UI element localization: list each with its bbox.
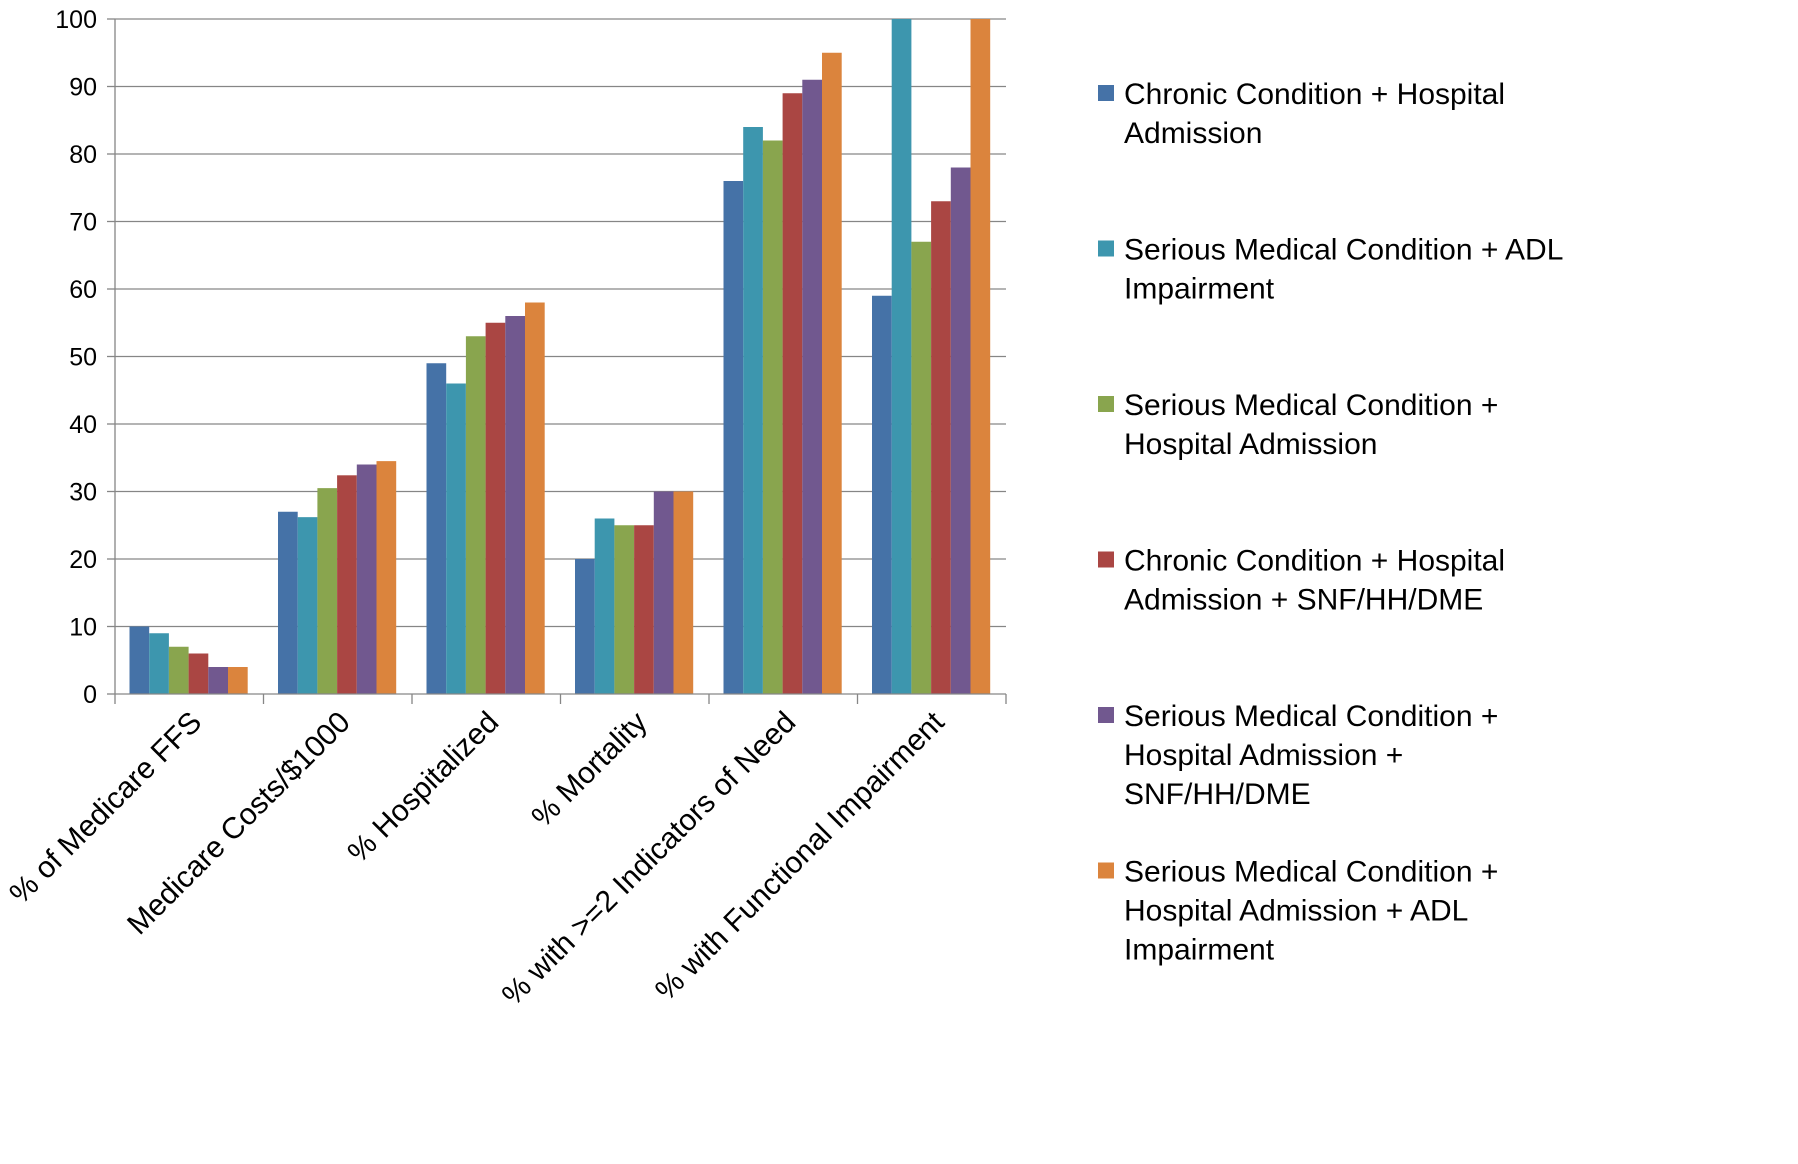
bar (278, 511, 298, 694)
legend-entry-label: Serious Medical Condition + Hospital Admi… (1124, 856, 1498, 967)
bar (743, 127, 763, 694)
legend-entry-label: Chronic Condition + Hospital Admission + … (1124, 545, 1505, 617)
y-tick-label: 100 (55, 6, 97, 34)
y-tick-label: 60 (69, 276, 97, 304)
bar (782, 93, 803, 694)
bar (149, 633, 169, 694)
x-category-label: % with Functional Impairment (649, 705, 951, 1007)
legend-entry-label: Serious Medical Condition + Hospital Admi… (1124, 700, 1498, 811)
x-category-label: % with >=2 Indicators of Need (496, 706, 802, 1012)
y-tick-label: 0 (83, 681, 97, 709)
bar (337, 475, 357, 694)
y-tick-label: 70 (69, 209, 97, 237)
y-tick-label: 30 (69, 479, 97, 507)
y-tick-label: 50 (69, 344, 97, 372)
bar (297, 517, 318, 694)
legend: Chronic Condition + Hospital Admission Ser… (1098, 78, 1563, 967)
x-category-label: % Mortality (525, 706, 653, 834)
legend-swatch (1098, 396, 1114, 412)
legend-swatch (1098, 85, 1114, 101)
bar (485, 322, 506, 694)
legend-entry-label: Chronic Condition + Hospital Admission (1124, 78, 1505, 150)
legend-entry-label: Serious Medical Condition + ADL Impairmen… (1124, 234, 1563, 306)
gridlines (115, 18, 1006, 628)
axes (107, 18, 1007, 704)
bar (505, 316, 525, 694)
bar (872, 295, 892, 694)
bar (891, 19, 912, 694)
bar (228, 667, 248, 694)
y-axis-tick-labels: 0 10 20 30 40 50 60 70 80 90 100 (55, 6, 97, 709)
bar (723, 181, 744, 694)
legend-swatch (1098, 707, 1114, 723)
legend-swatch (1098, 240, 1114, 257)
legend-swatch (1098, 862, 1114, 879)
bar (446, 383, 466, 694)
y-tick-label: 20 (69, 546, 97, 574)
bar (802, 79, 822, 694)
bar (634, 525, 654, 694)
bar (168, 646, 189, 694)
bar (376, 461, 397, 694)
bar (931, 201, 951, 694)
bar (911, 241, 932, 694)
bar (575, 559, 595, 694)
x-category-label: % Hospitalized (342, 706, 506, 870)
bar (426, 363, 447, 694)
bar (653, 491, 674, 694)
bar (822, 52, 842, 694)
legend-entry-label: Serious Medical Condition + Hospital Admi… (1124, 389, 1498, 461)
bar (465, 336, 486, 694)
legend-swatch (1098, 551, 1114, 568)
y-tick-label: 90 (69, 74, 97, 102)
bar (356, 464, 377, 694)
bar (208, 667, 228, 694)
bar (129, 626, 150, 694)
bar (970, 19, 991, 694)
bar (594, 518, 615, 694)
y-tick-label: 40 (69, 411, 97, 439)
bar (188, 653, 209, 694)
bar (317, 488, 338, 694)
bar (614, 525, 635, 694)
y-tick-label: 10 (69, 614, 97, 642)
bar (525, 302, 545, 694)
bar (950, 167, 971, 694)
bar (762, 140, 783, 694)
bar (673, 491, 694, 694)
bars (129, 19, 991, 694)
y-tick-label: 80 (69, 141, 97, 169)
